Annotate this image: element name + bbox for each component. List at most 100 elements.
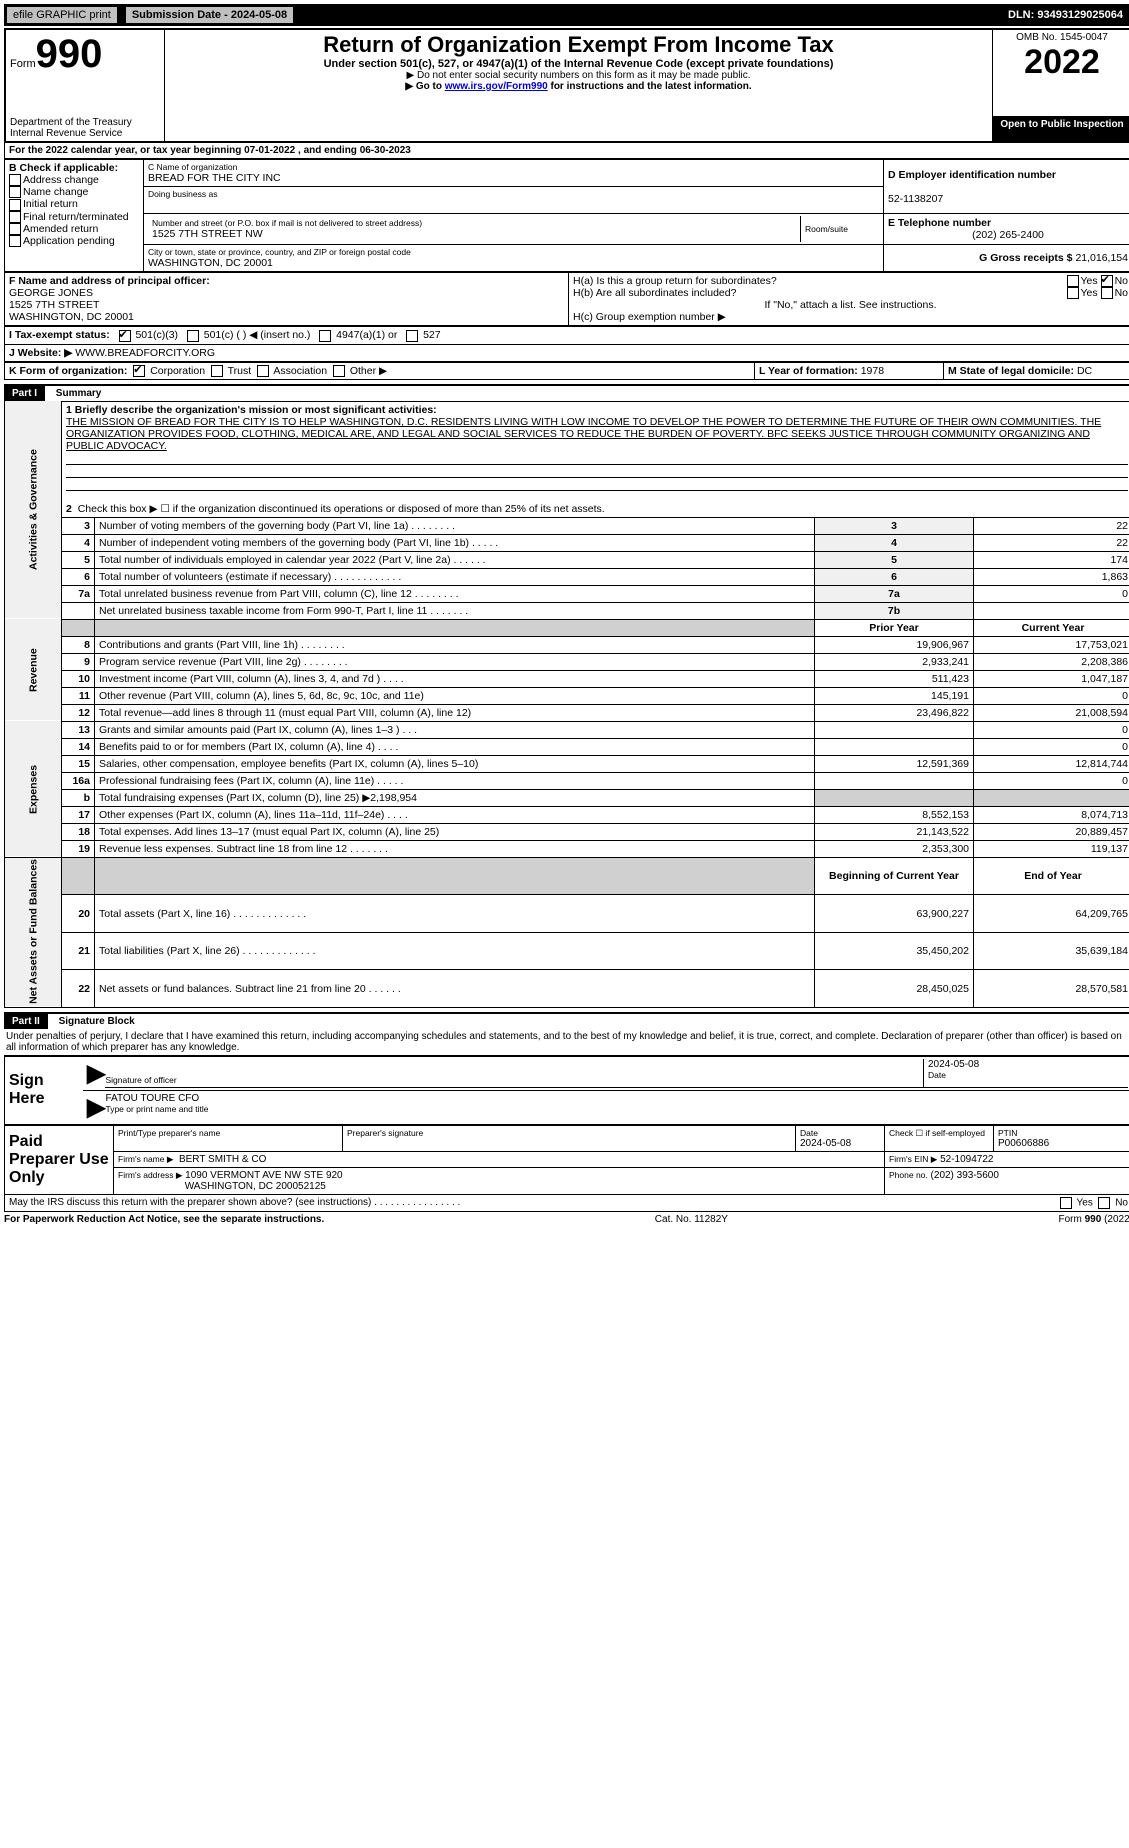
open-to-public: Open to Public Inspection — [993, 116, 1129, 142]
exp-row: 19Revenue less expenses. Subtract line 1… — [5, 840, 1129, 857]
mission-text: THE MISSION OF BREAD FOR THE CITY IS TO … — [66, 416, 1101, 452]
cb-name-change[interactable]: Name change — [9, 186, 88, 198]
entity-info-table: B Check if applicable: Address change Na… — [4, 159, 1129, 272]
firm-phone-label: Phone no. — [889, 1170, 928, 1180]
officer-city: WASHINGTON, DC 20001 — [9, 311, 134, 323]
subtitle: Under section 501(c), 527, or 4947(a)(1)… — [169, 58, 988, 70]
tax-year: 2022 — [997, 43, 1127, 82]
signature-table: Sign Here ▶ Signature of officer 2024-05… — [4, 1056, 1129, 1125]
current-year-header: Current Year — [974, 619, 1129, 636]
preparer-table: Paid Preparer Use Only Print/Type prepar… — [4, 1125, 1129, 1195]
cb-amended-return[interactable]: Amended return — [9, 223, 98, 235]
form-990-number: 990 — [36, 32, 103, 76]
prep-sig-label: Preparer's signature — [347, 1128, 791, 1138]
year-formation-value: 1978 — [861, 365, 884, 377]
goto-note: ▶ Go to www.irs.gov/Form990 for instruct… — [169, 81, 988, 92]
rev-row: 11Other revenue (Part VIII, column (A), … — [5, 687, 1129, 704]
firm-name-label: Firm's name ▶ — [118, 1154, 173, 1164]
top-bar: efile GRAPHIC print Submission Date - 20… — [4, 4, 1129, 26]
begin-year-header: Beginning of Current Year — [815, 857, 974, 894]
governance-label: Activities & Governance — [5, 401, 62, 619]
sig-officer-label: Signature of officer — [105, 1075, 923, 1085]
section-b-label: B Check if applicable: — [9, 162, 118, 174]
cb-trust[interactable] — [211, 365, 223, 377]
dba-label: Doing business as — [148, 189, 879, 199]
street-value: 1525 7TH STREET NW — [152, 228, 796, 240]
net-row: 22Net assets or fund balances. Subtract … — [5, 970, 1129, 1008]
form-prefix: Form — [10, 58, 36, 70]
netassets-label: Net Assets or Fund Balances — [5, 857, 62, 1007]
mission-label: 1 Briefly describe the organization's mi… — [66, 404, 437, 416]
ssn-note: ▶ Do not enter social security numbers o… — [169, 70, 988, 81]
irs-link[interactable]: www.irs.gov/Form990 — [445, 81, 548, 92]
officer-label: F Name and address of principal officer: — [9, 275, 210, 287]
cb-address-change[interactable]: Address change — [9, 174, 99, 186]
form-org-table: K Form of organization: Corporation Trus… — [4, 362, 1129, 380]
ein-label: D Employer identification number — [888, 169, 1056, 181]
exp-row: 17Other expenses (Part IX, column (A), l… — [5, 806, 1129, 823]
form-number-block: Form990 — [10, 32, 160, 77]
part1-header-row: Part I Summary — [4, 384, 1129, 401]
year-formation-label: L Year of formation: — [759, 365, 858, 377]
part1-table: Activities & Governance 1 Briefly descri… — [4, 401, 1129, 1008]
form-org-label: K Form of organization: — [9, 365, 127, 377]
note2-post: for instructions and the latest informat… — [548, 81, 752, 92]
sig-date-value: 2024-05-08 — [928, 1059, 1128, 1070]
revenue-label: Revenue — [5, 619, 62, 721]
arrow-icon: ▶ — [87, 1093, 105, 1122]
cb-application-pending[interactable]: Application pending — [9, 235, 115, 247]
cb-initial-return[interactable]: Initial return — [9, 198, 78, 210]
cb-4947[interactable] — [319, 330, 331, 342]
gov-row: 7aTotal unrelated business revenue from … — [5, 585, 1129, 602]
ha-label: H(a) Is this a group return for subordin… — [573, 275, 777, 287]
state-domicile-value: DC — [1077, 365, 1092, 377]
phone-value: (202) 265-2400 — [888, 229, 1128, 241]
gross-receipts-label: G Gross receipts $ — [979, 252, 1072, 264]
discuss-text: May the IRS discuss this return with the… — [9, 1197, 460, 1209]
part1-title: Summary — [48, 388, 102, 399]
part2-title: Signature Block — [51, 1016, 135, 1027]
efile-print-button[interactable]: efile GRAPHIC print — [6, 6, 118, 24]
exp-row: 14Benefits paid to or for members (Part … — [5, 738, 1129, 755]
net-row: 20Total assets (Part X, line 16) . . . .… — [5, 895, 1129, 932]
firm-ein-label: Firm's EIN ▶ — [889, 1154, 937, 1164]
exp-row: 16aProfessional fundraising fees (Part I… — [5, 772, 1129, 789]
rev-row: 8Contributions and grants (Part VIII, li… — [5, 636, 1129, 653]
rev-row: 10Investment income (Part VIII, column (… — [5, 670, 1129, 687]
prior-year-header: Prior Year — [815, 619, 974, 636]
footer: For Paperwork Reduction Act Notice, see … — [4, 1214, 1129, 1225]
cb-other[interactable] — [333, 365, 345, 377]
irs-label: Internal Revenue Service — [10, 128, 160, 139]
rev-row: 12Total revenue—add lines 8 through 11 (… — [5, 704, 1129, 721]
hb-label: H(b) Are all subordinates included? — [573, 287, 736, 299]
officer-printed-name: FATOU TOURE CFO — [105, 1093, 1128, 1104]
firm-addr-label: Firm's address ▶ — [118, 1170, 182, 1180]
dln: DLN: 93493129025064 — [1008, 9, 1123, 21]
tax-exempt-label: I Tax-exempt status: — [9, 329, 110, 341]
end-year-header: End of Year — [974, 857, 1129, 894]
cb-501c[interactable] — [187, 330, 199, 342]
city-value: WASHINGTON, DC 20001 — [148, 257, 879, 269]
cb-corporation[interactable] — [133, 365, 145, 377]
street-label: Number and street (or P.O. box if mail i… — [152, 218, 796, 228]
gov-row: 4Number of independent voting members of… — [5, 534, 1129, 551]
form-header: Form990 Department of the Treasury Inter… — [4, 28, 1129, 143]
note2-pre: ▶ Go to — [405, 81, 444, 92]
gov-row: 3Number of voting members of the governi… — [5, 517, 1129, 534]
cb-association[interactable] — [257, 365, 269, 377]
firm-addr2: WASHINGTON, DC 200052125 — [185, 1181, 326, 1192]
website-value: WWW.BREADFORCITY.ORG — [72, 347, 215, 359]
main-title: Return of Organization Exempt From Incom… — [169, 32, 988, 58]
part2-header: Part II — [4, 1014, 48, 1029]
status-website-table: I Tax-exempt status: 501(c)(3) 501(c) ( … — [4, 326, 1129, 361]
firm-addr1: 1090 VERMONT AVE NW STE 920 — [185, 1170, 342, 1181]
cb-final-return[interactable]: Final return/terminated — [9, 211, 129, 223]
ha-yesno: Yes No — [1067, 275, 1129, 287]
cb-501c3[interactable] — [119, 330, 131, 342]
officer-name: GEORGE JONES — [9, 287, 93, 299]
gov-row: 6Total number of volunteers (estimate if… — [5, 568, 1129, 585]
discuss-yesno: Yes No — [1060, 1197, 1128, 1209]
cb-527[interactable] — [406, 330, 418, 342]
hc-label: H(c) Group exemption number ▶ — [573, 311, 1128, 323]
ptin-label: PTIN — [998, 1128, 1128, 1138]
